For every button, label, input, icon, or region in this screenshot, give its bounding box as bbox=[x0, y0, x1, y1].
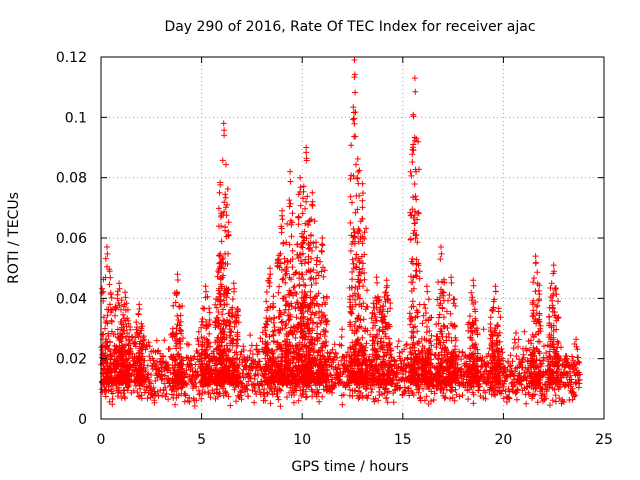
x-tick-label: 0 bbox=[97, 432, 106, 448]
roti-series-markers bbox=[98, 57, 583, 410]
y-tick-label: 0.08 bbox=[56, 171, 87, 187]
x-tick-label: 15 bbox=[394, 432, 412, 448]
y-tick-label: 0.12 bbox=[56, 50, 87, 66]
y-tick-label: 0.02 bbox=[56, 352, 87, 368]
tick-labels: 0 5 10 15 20 25 0 0.02 0.04 0.06 0.08 0.1 0.12 bbox=[56, 50, 613, 448]
x-axis-label: GPS time / hours bbox=[291, 459, 408, 475]
y-tick-label: 0.06 bbox=[56, 231, 87, 247]
x-tick-label: 10 bbox=[293, 432, 311, 448]
x-tick-label: 20 bbox=[494, 432, 512, 448]
chart-title: Day 290 of 2016, Rate Of TEC Index for r… bbox=[164, 19, 535, 35]
y-axis-label: ROTI / TECUs bbox=[6, 192, 22, 284]
data-points bbox=[98, 57, 583, 410]
x-tick-label: 25 bbox=[595, 432, 613, 448]
axis-ticks bbox=[100, 56, 605, 420]
y-tick-label: 0.1 bbox=[65, 110, 87, 126]
x-tick-label: 5 bbox=[197, 432, 206, 448]
y-tick-label: 0 bbox=[78, 412, 87, 428]
y-tick-label: 0.04 bbox=[56, 291, 87, 307]
